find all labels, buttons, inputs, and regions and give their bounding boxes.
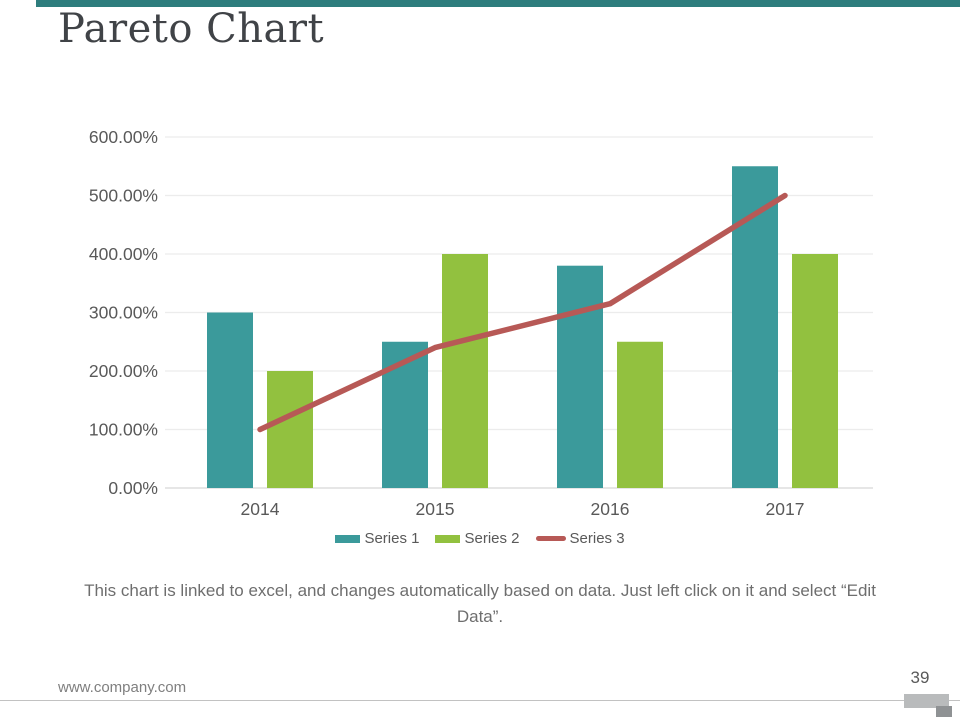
x-label-2017: 2017 (766, 499, 805, 519)
bar-series-2-2017 (792, 254, 838, 488)
y-tick-label-300: 300.00% (89, 303, 158, 323)
series-3-line (257, 192, 788, 433)
chart-legend: Series 1 Series 2 Series 3 (0, 530, 960, 547)
y-tick-label-200: 200.00% (89, 361, 158, 381)
x-label-2016: 2016 (591, 499, 630, 519)
caption-text: This chart is linked to excel, and chang… (84, 581, 876, 626)
x-label-2014: 2014 (241, 499, 280, 519)
legend-item-series-1: Series 1 (335, 530, 419, 547)
legend-label-series-2: Series 2 (464, 530, 520, 547)
bar-series-1-2017 (732, 166, 778, 488)
x-label-2015: 2015 (416, 499, 455, 519)
page-title: Pareto Chart (58, 6, 325, 52)
footer-website-link[interactable]: www.company.com (58, 679, 187, 696)
page-number: 39 (910, 668, 930, 687)
y-tick-label-500: 500.00% (89, 186, 158, 206)
bar-series-2-2016 (617, 341, 663, 488)
top-accent-bar (36, 0, 960, 7)
y-tick-label-100: 100.00% (89, 420, 158, 440)
legend-label-series-1: Series 1 (364, 530, 420, 547)
y-tick-label-400: 400.00% (89, 244, 158, 264)
legend-swatch-series-2-icon (435, 534, 461, 543)
bar-series-1-2016 (557, 265, 603, 488)
legend-label-series-3: Series 3 (569, 530, 625, 547)
legend-swatch-series-3-icon (535, 536, 566, 541)
y-tick-label-600: 600.00% (89, 127, 158, 147)
bar-series-2-2015 (442, 254, 488, 488)
footer-divider (0, 700, 960, 701)
page-number-tab-accent (936, 706, 952, 717)
legend-swatch-series-1-icon (335, 534, 361, 543)
bar-series-1-2014 (207, 312, 253, 488)
pareto-chart[interactable]: 0.00% 100.00% 200.00% 300.00% 400.00% 500.00%… (0, 0, 960, 530)
page-number-tab (904, 694, 949, 708)
y-tick-label-0: 0.00% (108, 478, 158, 498)
bar-series-2-2014 (267, 371, 313, 488)
legend-item-series-2: Series 2 (435, 530, 520, 547)
legend-item-series-3: Series 3 (535, 530, 625, 547)
